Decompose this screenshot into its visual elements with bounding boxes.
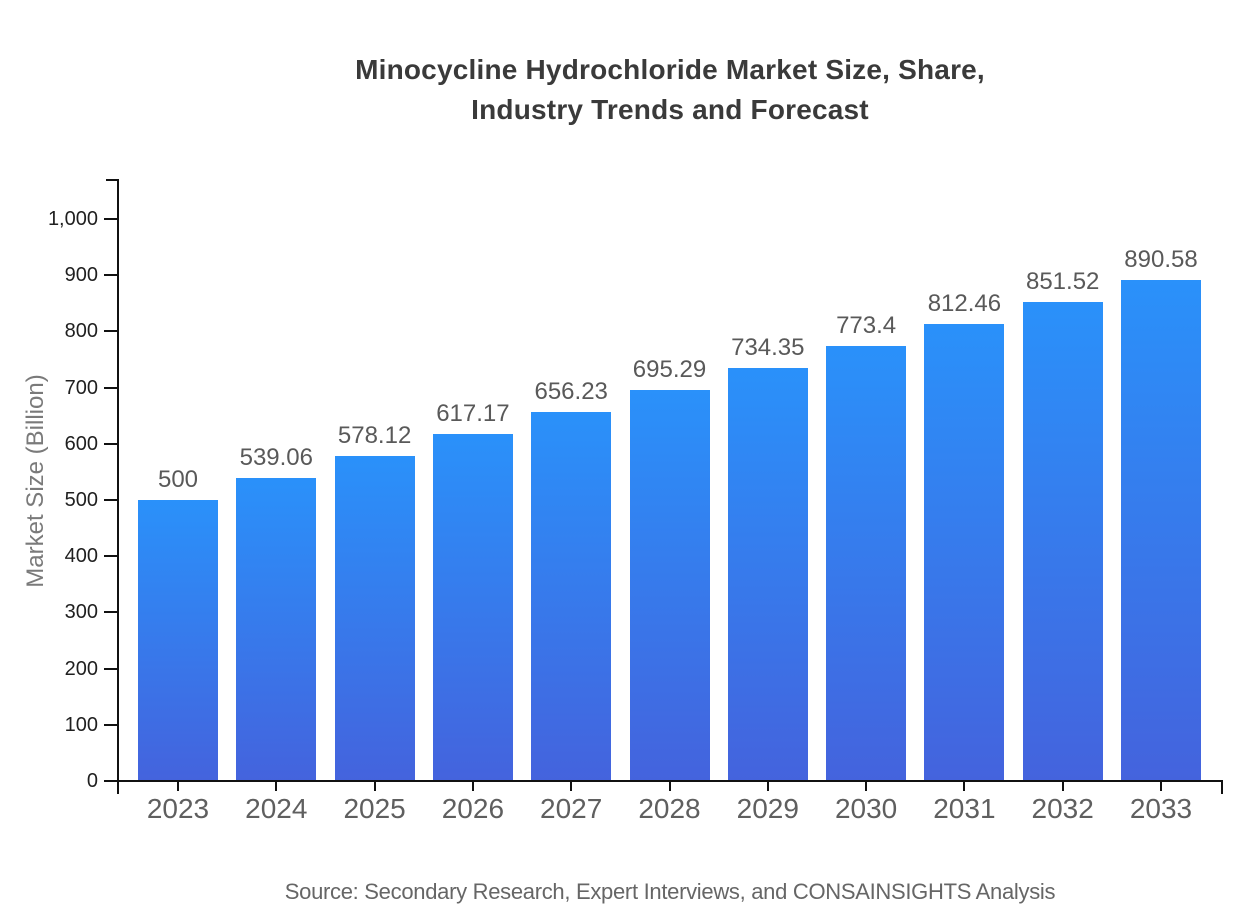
y-axis-top-cap: [106, 179, 119, 181]
x-tick-label-2031: 2031: [933, 793, 996, 824]
x-tick-label-2030: 2030: [834, 793, 898, 824]
y-tick-label-600: 600: [64, 432, 98, 455]
x-tick-mark: [1160, 781, 1162, 791]
bar-2027: [531, 412, 612, 781]
bar-2024: [236, 478, 317, 781]
bar-value-label-2024: 539.06: [239, 444, 313, 472]
x-tick-mark: [1061, 781, 1064, 791]
x-axis-left-cap: [117, 780, 119, 794]
x-tick-mark: [865, 781, 868, 791]
x-tick-label-2026: 2026: [441, 793, 505, 824]
y-tick-label-100: 100: [64, 713, 98, 736]
bar-2025: [334, 456, 415, 781]
y-tick-label-0: 0: [86, 770, 98, 792]
x-tick-mark: [570, 781, 573, 791]
bar-2030: [826, 346, 907, 781]
chart-title-line-1: Minocycline Hydrochloride Market Size, S…: [355, 54, 985, 85]
bar-value-label-2026: 617.17: [436, 400, 510, 428]
bar-2032: [1022, 302, 1103, 781]
bar-value-label-2033: 890.58: [1124, 246, 1198, 274]
chart-title-line-2: Industry Trends and Forecast: [471, 94, 869, 125]
x-tick-mark: [177, 781, 179, 791]
y-tick-mark: [104, 499, 118, 501]
y-tick-mark: [104, 667, 118, 670]
chart-title: Minocycline Hydrochloride Market Size, S…: [118, 50, 1222, 130]
bar-value-label-2025: 578.12: [337, 422, 412, 450]
y-tick-label-1,000: 1,000: [47, 208, 98, 230]
y-tick-label-400: 400: [64, 545, 98, 568]
x-axis-right-cap: [1221, 780, 1223, 794]
y-tick-mark: [104, 780, 118, 782]
x-tick-mark: [373, 781, 376, 791]
y-tick-mark: [104, 555, 118, 558]
bar-value-label-2032: 851.52: [1025, 268, 1100, 296]
y-tick-mark: [104, 723, 118, 726]
y-tick-mark: [104, 442, 118, 445]
x-tick-label-2029: 2029: [736, 793, 799, 824]
y-tick-label-700: 700: [64, 376, 98, 399]
y-tick-label-300: 300: [64, 601, 98, 624]
y-tick-label-800: 800: [64, 320, 98, 343]
x-tick-label-2032: 2032: [1031, 793, 1094, 824]
x-tick-label-2023: 2023: [146, 793, 210, 824]
bar-2031: [924, 324, 1005, 781]
bar-value-label-2027: 656.23: [534, 378, 608, 406]
source-note: Source: Secondary Research, Expert Inter…: [284, 879, 1056, 904]
x-tick-mark: [668, 781, 671, 791]
bar-value-label-2030: 773.4: [836, 312, 897, 340]
bar-2028: [629, 390, 710, 781]
bar-value-label-2031: 812.46: [927, 290, 1002, 318]
bar-2026: [432, 434, 513, 781]
x-tick-mark: [766, 781, 769, 791]
x-tick-mark: [275, 781, 278, 791]
x-tick-mark: [963, 781, 966, 791]
y-axis-line: [117, 179, 119, 782]
x-axis-line: [117, 780, 1223, 782]
y-tick-mark: [104, 330, 118, 333]
y-tick-label-500: 500: [64, 489, 98, 511]
y-tick-label-900: 900: [64, 264, 98, 287]
x-tick-label-2028: 2028: [638, 793, 701, 824]
bar-value-label-2023: 500: [157, 466, 199, 493]
bar-value-label-2029: 734.35: [731, 334, 805, 362]
bar-2033: [1121, 280, 1201, 781]
y-tick-mark: [104, 274, 118, 277]
x-tick-label-2024: 2024: [245, 793, 308, 824]
y-tick-mark: [104, 611, 118, 614]
bar-2029: [727, 368, 808, 781]
y-tick-mark: [104, 386, 118, 389]
x-tick-label-2025: 2025: [343, 793, 406, 824]
bar-value-label-2028: 695.29: [632, 356, 707, 384]
bar-2023: [138, 500, 218, 781]
x-tick-mark: [471, 781, 474, 791]
y-tick-mark: [104, 218, 118, 220]
x-tick-label-2033: 2033: [1129, 793, 1193, 824]
y-tick-label-200: 200: [64, 657, 98, 680]
x-tick-label-2027: 2027: [540, 793, 603, 824]
